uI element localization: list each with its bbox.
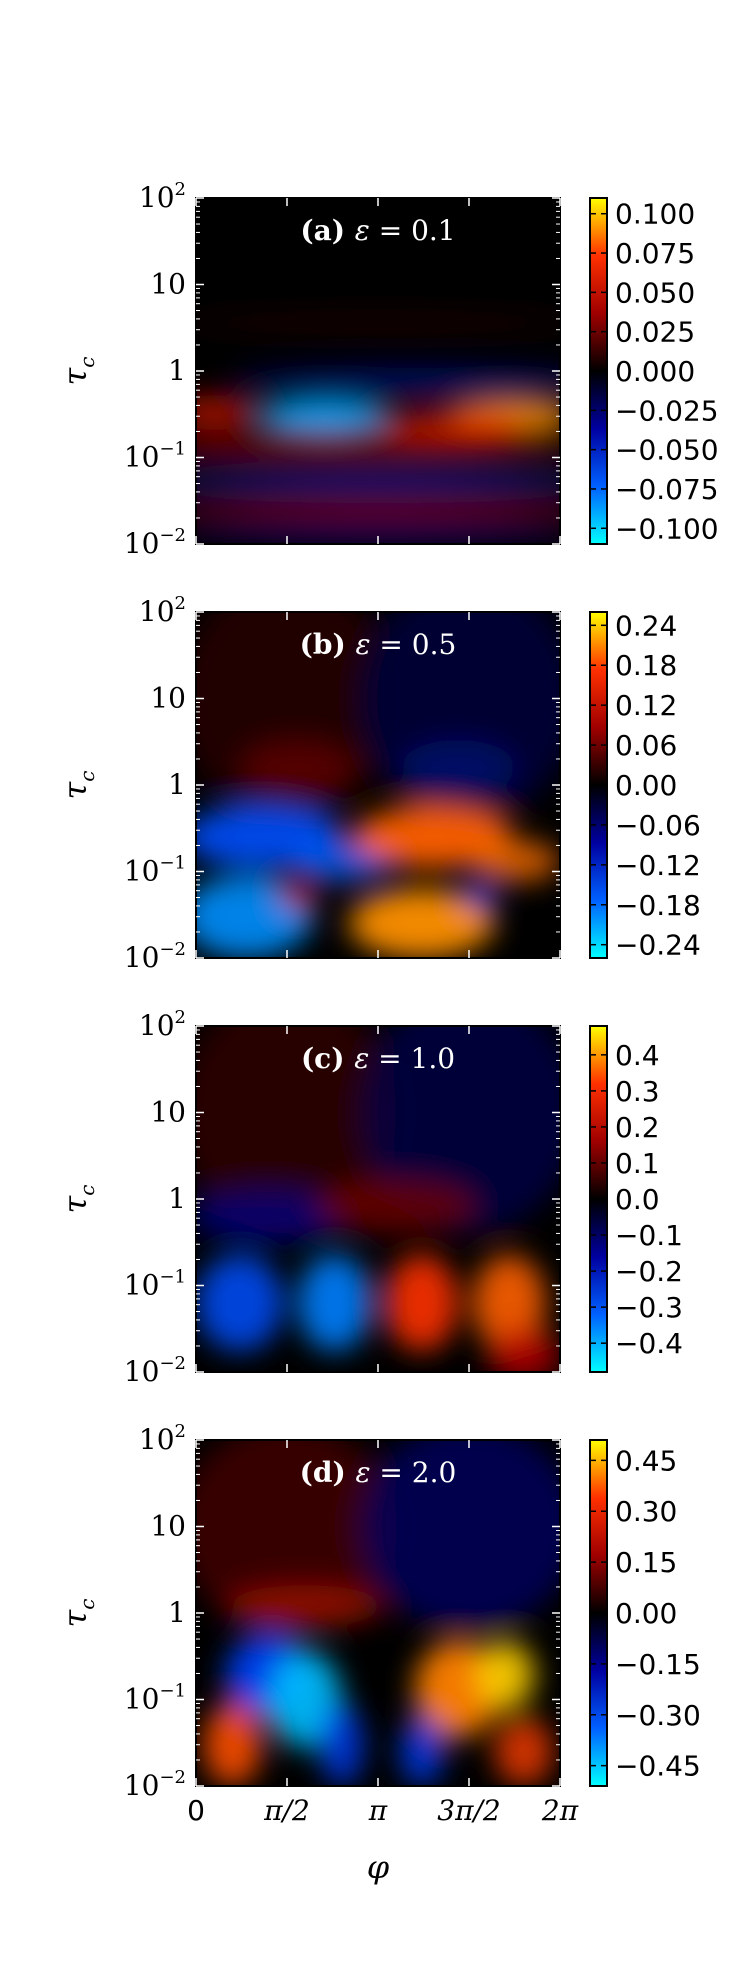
colorbar-tick-label: 0.1	[615, 1147, 660, 1180]
colorbar-tick-label: 0.12	[615, 689, 677, 722]
colorbar-tick-label: −0.2	[615, 1255, 683, 1288]
heatmap-2	[196, 612, 560, 958]
y-tick-label: 10−1	[124, 439, 186, 474]
colorbar-tick-label: 0.06	[615, 729, 677, 762]
colorbar-tick-label: 0.000	[615, 355, 695, 388]
y-axis-label: τc	[56, 357, 99, 386]
colorbar-tick-label: −0.06	[615, 809, 701, 842]
colorbar-tick-label: −0.050	[615, 434, 719, 467]
y-tick-label: 1	[168, 354, 186, 387]
y-tick-label: 10−1	[124, 1267, 186, 1302]
y-tick-label: 102	[139, 593, 186, 628]
y-tick-label: 10	[150, 1510, 186, 1543]
y-tick-label: 10−1	[124, 1681, 186, 1716]
colorbar-tick-label: −0.45	[615, 1750, 701, 1783]
colorbar-tick-label: 0.025	[615, 316, 695, 349]
x-axis-label: φ	[367, 1848, 390, 1886]
colorbar-tick-label: −0.24	[615, 929, 701, 962]
y-tick-label: 10−2	[124, 939, 186, 974]
colorbar-tick-label: 0.15	[615, 1546, 677, 1579]
y-tick-label: 1	[168, 1182, 186, 1215]
panel-title-2: (b) ε = 0.5	[300, 628, 457, 661]
heatmap-4	[196, 1440, 560, 1786]
x-tick-label: π	[368, 1794, 388, 1827]
panel-title-4: (d) ε = 2.0	[300, 1456, 457, 1489]
y-tick-label: 1	[168, 1596, 186, 1629]
colorbar-tick-label: 0.18	[615, 649, 677, 682]
heatmap-1	[196, 198, 560, 544]
panel-4: (d) ε = 2.0 102 10 1 10−1 10−2 τc 0.45 0.30 0.15 0…	[56, 1421, 701, 1886]
panel-3: (c) ε = 1.0 102 10 1 10−1 10−2 τc 0.40.30.20.10…	[56, 1007, 683, 1388]
y-tick-label: 1	[168, 768, 186, 801]
colorbar-tick-label: 0.45	[615, 1444, 677, 1477]
panel-1: (a) ε = 0.1 102 10 1 10−1 10−2 τc 0.100 0.075 0.0…	[56, 179, 719, 560]
panel-title-3: (c) ε = 1.0	[301, 1042, 455, 1075]
colorbar-tick-label: 0.0	[615, 1183, 660, 1216]
colorbar-tick-label: −0.100	[615, 512, 719, 545]
y-axis-label: τc	[56, 1599, 99, 1628]
y-tick-label: 10	[150, 268, 186, 301]
colorbar-tick-label: 0.3	[615, 1075, 660, 1108]
x-tick-label: 2π	[541, 1794, 579, 1827]
colorbar-tick-label: −0.3	[615, 1291, 683, 1324]
colorbar-tick-label: −0.075	[615, 473, 719, 506]
y-tick-label: 10−1	[124, 853, 186, 888]
x-tick-label: 3π/2	[437, 1794, 500, 1827]
colorbar-tick-label: 0.4	[615, 1039, 660, 1072]
x-tick-label: π/2	[263, 1794, 310, 1827]
y-axis-label: τc	[56, 1185, 99, 1214]
y-tick-label: 102	[139, 1421, 186, 1456]
colorbar-tick-label: 0.00	[615, 769, 677, 802]
colorbar-tick-label: −0.18	[615, 889, 701, 922]
colorbar-tick-label: −0.025	[615, 394, 719, 427]
colorbar-tick-label: 0.00	[615, 1597, 677, 1630]
y-tick-label: 102	[139, 1007, 186, 1042]
y-axis-label: τc	[56, 771, 99, 800]
colorbar-tick-label: 0.050	[615, 276, 695, 309]
colorbar-tick-label: 0.075	[615, 237, 695, 270]
y-tick-label: 10	[150, 1096, 186, 1129]
y-tick-label: 10−2	[124, 1767, 186, 1802]
colorbar-tick-label: −0.12	[615, 849, 701, 882]
panel-2: (b) ε = 0.5 102 10 1 10−1 10−2 τc 0.24 0.18 0.12 0…	[56, 593, 701, 974]
colorbar-tick-label: −0.1	[615, 1219, 683, 1252]
colorbar-tick-label: 0.24	[615, 609, 677, 642]
y-tick-label: 10−2	[124, 525, 186, 560]
y-tick-label: 10−2	[124, 1353, 186, 1388]
colorbar-tick-label: −0.30	[615, 1699, 701, 1732]
heatmap-3	[196, 1026, 560, 1372]
y-tick-label: 102	[139, 179, 186, 214]
colorbar-tick-label: −0.15	[615, 1648, 701, 1681]
colorbar-tick-label: 0.30	[615, 1495, 677, 1528]
colorbar-tick-label: 0.100	[615, 198, 695, 231]
colorbar-tick-label: 0.2	[615, 1111, 660, 1144]
colorbar-tick-label: −0.4	[615, 1327, 683, 1360]
y-tick-label: 10	[150, 682, 186, 715]
x-tick-label: 0	[187, 1794, 205, 1827]
panel-title-1: (a) ε = 0.1	[300, 214, 455, 247]
